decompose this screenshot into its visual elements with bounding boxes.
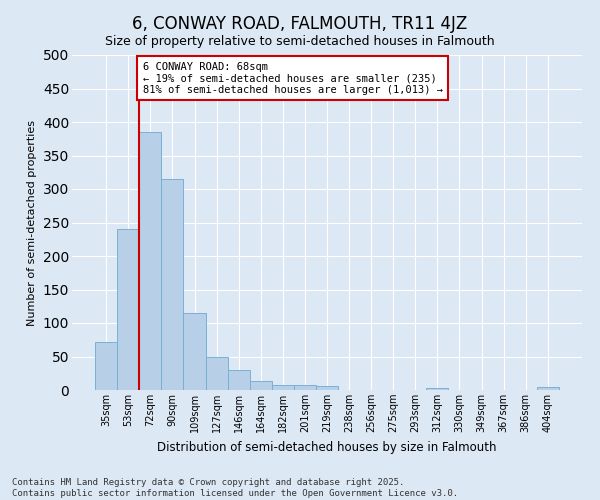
Bar bbox=[294, 386, 316, 390]
Bar bbox=[227, 370, 250, 390]
Bar bbox=[161, 179, 184, 390]
Bar bbox=[139, 132, 161, 390]
Bar bbox=[250, 380, 272, 390]
Y-axis label: Number of semi-detached properties: Number of semi-detached properties bbox=[27, 120, 37, 326]
Bar bbox=[117, 229, 139, 390]
Text: 6, CONWAY ROAD, FALMOUTH, TR11 4JZ: 6, CONWAY ROAD, FALMOUTH, TR11 4JZ bbox=[133, 15, 467, 33]
Bar bbox=[206, 356, 227, 390]
Bar bbox=[95, 342, 117, 390]
Text: Contains HM Land Registry data © Crown copyright and database right 2025.
Contai: Contains HM Land Registry data © Crown c… bbox=[12, 478, 458, 498]
Bar bbox=[316, 386, 338, 390]
X-axis label: Distribution of semi-detached houses by size in Falmouth: Distribution of semi-detached houses by … bbox=[157, 440, 497, 454]
Bar bbox=[272, 386, 294, 390]
Text: Size of property relative to semi-detached houses in Falmouth: Size of property relative to semi-detach… bbox=[105, 35, 495, 48]
Bar bbox=[184, 313, 206, 390]
Bar bbox=[427, 388, 448, 390]
Bar bbox=[537, 386, 559, 390]
Text: 6 CONWAY ROAD: 68sqm
← 19% of semi-detached houses are smaller (235)
81% of semi: 6 CONWAY ROAD: 68sqm ← 19% of semi-detac… bbox=[143, 62, 443, 95]
